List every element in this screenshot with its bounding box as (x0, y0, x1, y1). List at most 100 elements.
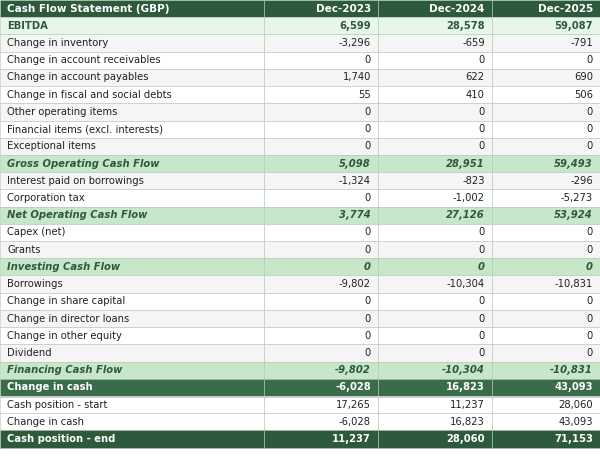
FancyBboxPatch shape (492, 138, 600, 155)
Text: -296: -296 (570, 176, 593, 186)
FancyBboxPatch shape (264, 361, 378, 379)
FancyBboxPatch shape (264, 396, 378, 413)
FancyBboxPatch shape (0, 0, 264, 17)
Text: 0: 0 (587, 245, 593, 255)
FancyBboxPatch shape (378, 190, 492, 207)
FancyBboxPatch shape (264, 69, 378, 86)
Text: Dividend: Dividend (7, 348, 52, 358)
FancyBboxPatch shape (378, 104, 492, 120)
FancyBboxPatch shape (492, 190, 600, 207)
FancyBboxPatch shape (264, 52, 378, 69)
Text: 0: 0 (587, 228, 593, 237)
FancyBboxPatch shape (264, 138, 378, 155)
Text: -6,028: -6,028 (335, 382, 371, 393)
Text: Change in account payables: Change in account payables (7, 72, 149, 82)
FancyBboxPatch shape (378, 276, 492, 293)
FancyBboxPatch shape (492, 224, 600, 241)
Text: Financial items (excl. interests): Financial items (excl. interests) (7, 124, 163, 134)
FancyBboxPatch shape (378, 396, 492, 413)
Text: Investing Cash Flow: Investing Cash Flow (7, 262, 121, 272)
Text: Dec-2025: Dec-2025 (538, 4, 593, 14)
FancyBboxPatch shape (492, 431, 600, 447)
Text: 0: 0 (365, 107, 371, 117)
Text: 0: 0 (479, 296, 485, 306)
FancyBboxPatch shape (0, 361, 264, 379)
FancyBboxPatch shape (378, 258, 492, 276)
FancyBboxPatch shape (492, 361, 600, 379)
FancyBboxPatch shape (492, 413, 600, 431)
FancyBboxPatch shape (0, 310, 264, 327)
FancyBboxPatch shape (0, 207, 264, 224)
FancyBboxPatch shape (492, 120, 600, 138)
FancyBboxPatch shape (492, 344, 600, 361)
Text: EBITDA: EBITDA (7, 21, 48, 31)
Text: 0: 0 (479, 107, 485, 117)
FancyBboxPatch shape (492, 104, 600, 120)
Text: 0: 0 (479, 314, 485, 323)
Text: 0: 0 (587, 296, 593, 306)
FancyBboxPatch shape (492, 207, 600, 224)
Text: -10,304: -10,304 (446, 279, 485, 289)
FancyBboxPatch shape (492, 258, 600, 276)
FancyBboxPatch shape (378, 344, 492, 361)
FancyBboxPatch shape (0, 344, 264, 361)
Text: Financing Cash Flow: Financing Cash Flow (7, 365, 122, 375)
Text: Cash position - start: Cash position - start (7, 400, 107, 409)
FancyBboxPatch shape (492, 327, 600, 344)
Text: 410: 410 (466, 90, 485, 100)
FancyBboxPatch shape (0, 172, 264, 190)
FancyBboxPatch shape (0, 379, 264, 396)
FancyBboxPatch shape (378, 241, 492, 258)
FancyBboxPatch shape (264, 224, 378, 241)
Text: Grants: Grants (7, 245, 41, 255)
Text: 0: 0 (587, 348, 593, 358)
Text: -5,273: -5,273 (560, 193, 593, 203)
FancyBboxPatch shape (0, 276, 264, 293)
FancyBboxPatch shape (0, 155, 264, 172)
Text: 11,237: 11,237 (450, 400, 485, 409)
Text: Change in share capital: Change in share capital (7, 296, 125, 306)
FancyBboxPatch shape (492, 69, 600, 86)
Text: Change in fiscal and social debts: Change in fiscal and social debts (7, 90, 172, 100)
FancyBboxPatch shape (378, 120, 492, 138)
FancyBboxPatch shape (264, 258, 378, 276)
Text: Change in other equity: Change in other equity (7, 331, 122, 341)
Text: 0: 0 (478, 262, 485, 272)
Text: 622: 622 (466, 72, 485, 82)
FancyBboxPatch shape (378, 413, 492, 431)
Text: 11,237: 11,237 (332, 434, 371, 444)
FancyBboxPatch shape (264, 86, 378, 104)
FancyBboxPatch shape (0, 17, 264, 34)
FancyBboxPatch shape (264, 431, 378, 447)
FancyBboxPatch shape (378, 0, 492, 17)
Text: Change in inventory: Change in inventory (7, 38, 109, 48)
FancyBboxPatch shape (264, 0, 378, 17)
FancyBboxPatch shape (378, 138, 492, 155)
Text: 0: 0 (479, 228, 485, 237)
Text: Borrowings: Borrowings (7, 279, 63, 289)
FancyBboxPatch shape (0, 413, 264, 431)
FancyBboxPatch shape (264, 379, 378, 396)
Text: 0: 0 (479, 124, 485, 134)
FancyBboxPatch shape (264, 172, 378, 190)
Text: 0: 0 (365, 228, 371, 237)
Text: Change in director loans: Change in director loans (7, 314, 130, 323)
Text: 16,823: 16,823 (450, 417, 485, 427)
Text: 0: 0 (365, 193, 371, 203)
FancyBboxPatch shape (264, 241, 378, 258)
FancyBboxPatch shape (378, 327, 492, 344)
Text: Dec-2024: Dec-2024 (430, 4, 485, 14)
Text: -9,802: -9,802 (335, 365, 371, 375)
FancyBboxPatch shape (378, 155, 492, 172)
FancyBboxPatch shape (492, 276, 600, 293)
Text: -1,324: -1,324 (339, 176, 371, 186)
FancyBboxPatch shape (0, 52, 264, 69)
FancyBboxPatch shape (0, 120, 264, 138)
Text: -659: -659 (462, 38, 485, 48)
Text: 43,093: 43,093 (554, 382, 593, 393)
Text: 27,126: 27,126 (446, 210, 485, 220)
FancyBboxPatch shape (378, 431, 492, 447)
Text: 28,060: 28,060 (446, 434, 485, 444)
FancyBboxPatch shape (0, 190, 264, 207)
Text: 43,093: 43,093 (558, 417, 593, 427)
